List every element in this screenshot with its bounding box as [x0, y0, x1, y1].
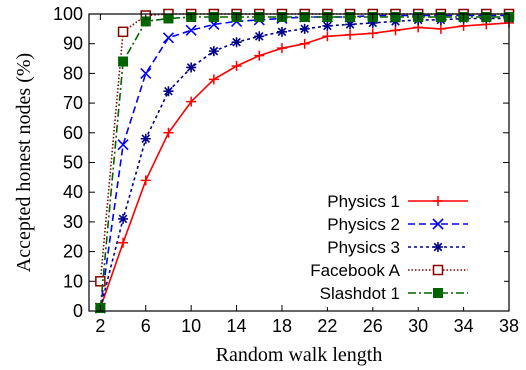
x-tick-label: 10: [181, 316, 201, 336]
legend-label: Slashdot 1: [320, 284, 400, 303]
data-point: [254, 31, 265, 42]
data-point: [117, 26, 129, 38]
data-point: [186, 62, 197, 73]
data-point: [433, 288, 443, 298]
legend-label: Facebook A: [310, 261, 400, 280]
data-point: [390, 25, 401, 36]
y-tick-label: 50: [63, 153, 83, 173]
y-tick-label: 0: [73, 301, 83, 321]
y-tick-label: 20: [63, 242, 83, 262]
data-point: [276, 43, 287, 54]
data-point: [345, 29, 356, 40]
legend-label: Physics 1: [327, 192, 400, 211]
x-tick-label: 6: [141, 316, 151, 336]
data-point: [95, 276, 106, 287]
data-point: [140, 67, 152, 79]
data-point: [163, 86, 174, 97]
x-tick-label: 14: [227, 316, 247, 336]
data-point: [367, 17, 378, 28]
data-point: [118, 213, 129, 224]
y-tick-label: 100: [53, 4, 83, 24]
y-tick-label: 30: [63, 212, 83, 232]
data-point: [254, 50, 265, 61]
data-point: [163, 13, 174, 24]
data-point: [162, 32, 175, 44]
legend-label: Physics 3: [327, 238, 400, 257]
y-tick-label: 70: [63, 93, 83, 113]
data-point: [435, 11, 446, 22]
legend-background: [290, 186, 504, 307]
data-point: [185, 24, 197, 36]
data-point: [118, 237, 129, 248]
data-point: [186, 96, 197, 107]
data-point: [433, 242, 443, 252]
data-point: [231, 37, 242, 48]
y-tick-label: 90: [63, 34, 83, 54]
x-tick-label: 26: [363, 316, 383, 336]
data-point: [367, 28, 378, 39]
y-axis-title: Accepted honest nodes (%): [13, 53, 35, 272]
data-point: [299, 11, 310, 22]
data-point: [254, 11, 265, 22]
data-point: [140, 133, 151, 144]
data-point: [140, 175, 151, 186]
data-point: [163, 127, 174, 138]
data-point: [345, 19, 356, 30]
y-tick-label: 10: [63, 271, 83, 291]
data-point: [208, 46, 219, 57]
y-tick-label: 40: [63, 182, 83, 202]
data-point: [432, 264, 444, 276]
data-point: [208, 11, 219, 22]
x-tick-label: 2: [95, 316, 105, 336]
data-point: [231, 60, 242, 71]
legend-label: Physics 2: [327, 215, 400, 234]
data-point: [208, 74, 219, 85]
legend: Physics 1 Physics 2 Physics 3 Facebook A Sla…: [290, 186, 504, 307]
x-tick-label: 18: [272, 316, 292, 336]
data-point: [435, 23, 446, 34]
data-point: [276, 26, 287, 37]
data-point: [432, 218, 444, 230]
y-tick-label: 80: [63, 63, 83, 83]
data-point: [299, 38, 310, 49]
data-point: [345, 11, 356, 22]
data-point: [299, 23, 310, 34]
data-point: [322, 31, 333, 42]
x-tick-label: 34: [454, 316, 474, 336]
data-point: [322, 20, 333, 31]
data-point: [117, 139, 129, 151]
x-tick-label: 22: [317, 316, 337, 336]
y-tick-label: 60: [63, 123, 83, 143]
data-point: [118, 56, 129, 67]
data-point: [390, 11, 401, 22]
x-axis-title: Random walk length: [216, 344, 383, 366]
x-tick-label: 30: [408, 316, 428, 336]
x-tick-label: 38: [499, 316, 519, 336]
data-point: [481, 11, 492, 22]
data-point: [433, 196, 443, 206]
